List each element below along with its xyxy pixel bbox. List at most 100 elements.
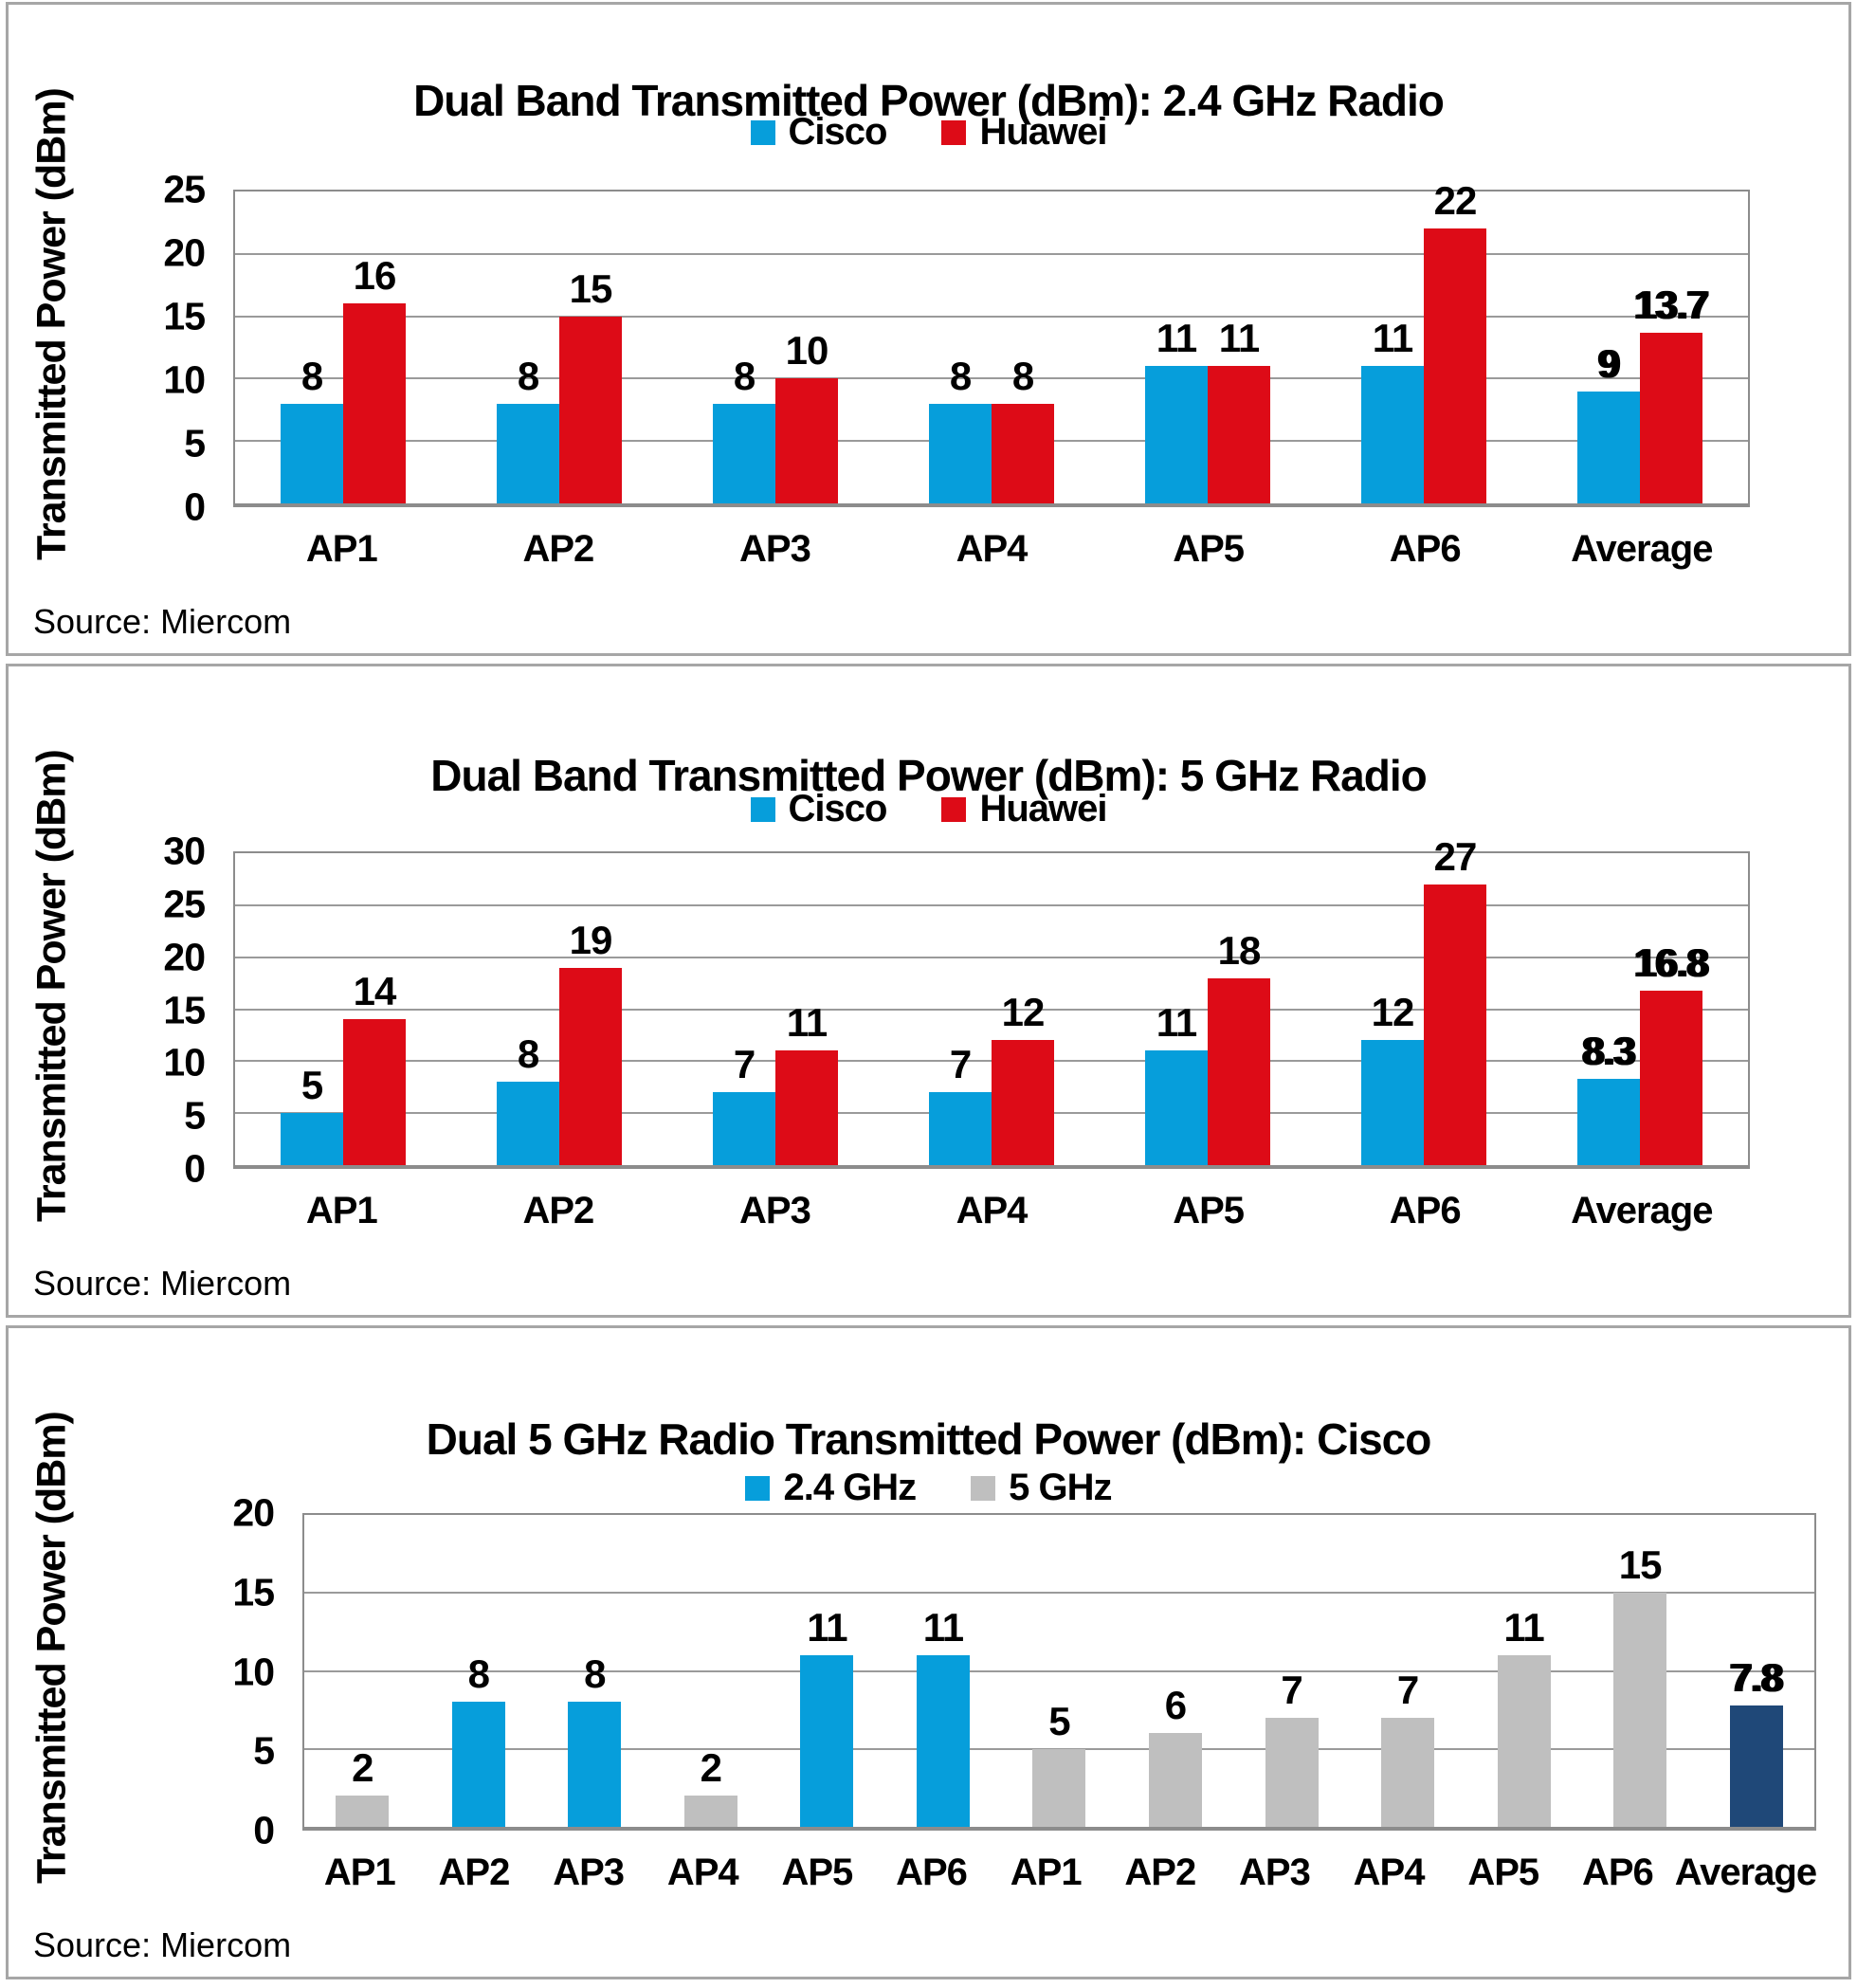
bar-value-label: 8 <box>517 353 539 398</box>
bar: 8 <box>929 356 992 503</box>
bar: 8.3 <box>1577 1030 1640 1165</box>
bar-value-label: 11 <box>1218 316 1260 361</box>
y-tick-label: 20 <box>232 1490 275 1535</box>
legend-item: 5 GHz <box>971 1467 1113 1509</box>
plot-area: 5 14 8 19 7 11 7 12 11 18 12 27 8.3 16.8 <box>233 836 1750 1169</box>
y-tick-label: 15 <box>232 1570 275 1614</box>
bar: 7.8 <box>1729 1657 1783 1827</box>
bar-value-label: 8 <box>584 1651 606 1697</box>
y-tick-label: 10 <box>163 357 206 402</box>
bar-value-label: 11 <box>922 1605 964 1651</box>
bar-group: 8 <box>421 1515 537 1827</box>
legend-label: Cisco <box>788 111 888 153</box>
x-axis-category-label: AP3 <box>739 528 811 570</box>
gridline <box>235 956 1748 958</box>
chart-panel-5ghz-radio: Dual Band Transmitted Power (dBm): 5 GHz… <box>6 664 1851 1318</box>
x-axis-category-label: AP2 <box>522 1190 594 1231</box>
x-axis-labels: AP1 AP2 AP3 AP4 AP5 AP6 Average <box>233 528 1750 571</box>
legend-item: Huawei <box>941 111 1107 154</box>
bar: 11 <box>775 1003 838 1165</box>
x-axis-category-label: AP2 <box>438 1851 511 1893</box>
legend-swatch <box>750 796 775 822</box>
bar: 19 <box>559 920 622 1165</box>
legend-item: Huawei <box>941 788 1107 830</box>
bar-group: 11 <box>1466 1515 1582 1827</box>
bar-value-label: 6 <box>1164 1683 1187 1728</box>
x-axis-category-label: AP1 <box>323 1851 396 1893</box>
bar: 7 <box>929 1045 992 1165</box>
bar: 12 <box>992 993 1054 1165</box>
bar-group: 11 <box>769 1515 885 1827</box>
plot-area: 2 8 8 2 11 11 5 6 7 7 11 15 7.8 <box>302 1513 1816 1831</box>
bar-group: 2 <box>304 1515 421 1827</box>
bars-layer: 2 8 8 2 11 11 5 6 7 7 11 15 7.8 <box>304 1515 1814 1827</box>
bar: 8 <box>992 356 1054 503</box>
gridline <box>235 377 1748 380</box>
bar-value-label: 8 <box>517 1031 539 1077</box>
legend-swatch <box>941 796 967 822</box>
legend-label: Huawei <box>979 788 1107 830</box>
bar: 12 <box>1361 993 1424 1165</box>
bar-value-label: 11 <box>1156 316 1197 361</box>
x-axis-category-label: AP1 <box>305 528 378 570</box>
bar-value-label: 11 <box>1503 1605 1544 1651</box>
bar: 15 <box>1613 1545 1667 1827</box>
bar-value-label: 10 <box>785 328 829 374</box>
x-axis-category-label: Average <box>1571 1190 1713 1231</box>
x-axis-category-label: Average <box>1674 1851 1817 1893</box>
bar-value-label: 11 <box>807 1605 847 1651</box>
bar-group: 2 <box>653 1515 770 1827</box>
bar: 11 <box>1208 319 1270 503</box>
bar: 11 <box>1145 319 1208 503</box>
bar-value-label: 2 <box>352 1745 373 1791</box>
gridline <box>235 315 1748 318</box>
bar-value-label: 8.3 <box>1582 1028 1635 1073</box>
gridline <box>235 903 1748 906</box>
legend-item: 2.4 GHz <box>745 1467 917 1509</box>
bar-group: 8 10 <box>667 192 883 503</box>
bar-value-label: 12 <box>1001 990 1046 1035</box>
bar-group: 12 27 <box>1316 836 1532 1165</box>
y-tick-label: 15 <box>163 988 206 1031</box>
y-tick-label: 15 <box>163 294 206 338</box>
y-tick-label: 5 <box>253 1728 275 1773</box>
bar: 22 <box>1424 181 1486 503</box>
x-axis-category-label: AP6 <box>1389 1190 1462 1231</box>
x-axis-category-label: AP5 <box>1173 1190 1245 1231</box>
bar: 8 <box>451 1654 505 1827</box>
bar-value-label: 7 <box>1396 1667 1419 1712</box>
source-note: Source: Miercom <box>33 602 292 641</box>
bar-group: 15 <box>1582 1515 1699 1827</box>
legend-label: Cisco <box>788 788 888 830</box>
source-note: Source: Miercom <box>33 1925 292 1964</box>
y-axis-ticks: 0 5 10 15 20 25 30 <box>9 831 218 1188</box>
bar-value-label: 15 <box>1618 1542 1663 1588</box>
bar-value-label: 5 <box>300 1063 323 1108</box>
bar: 14 <box>343 972 406 1165</box>
bar-value-label: 8 <box>733 353 756 398</box>
bar-value-label: 16 <box>353 253 397 299</box>
bar-group: 6 <box>1118 1515 1234 1827</box>
x-axis-category-label: AP5 <box>1173 528 1245 570</box>
chart-panel-dual-5ghz-cisco: Dual 5 GHz Radio Transmitted Power (dBm)… <box>6 1325 1851 1979</box>
gridline <box>304 1669 1814 1672</box>
y-tick-label: 30 <box>163 829 206 873</box>
bar-value-label: 8 <box>467 1651 490 1697</box>
bar: 11 <box>916 1608 970 1827</box>
x-axis-category-label: AP2 <box>1124 1851 1196 1893</box>
bar-value-label: 11 <box>1156 1000 1197 1046</box>
bar-group: 11 22 <box>1316 181 1532 503</box>
bar-value-label: 13.7 <box>1634 282 1709 327</box>
bar-group: 11 18 <box>1100 853 1316 1165</box>
bar: 2 <box>683 1748 737 1827</box>
x-axis-labels: AP1 AP2 AP3 AP4 AP5 AP6 Average <box>233 1190 1750 1232</box>
gridline <box>235 1008 1748 1011</box>
bar-group: 8 15 <box>451 192 667 503</box>
y-tick-label: 25 <box>163 882 206 926</box>
bar-group: 7 11 <box>667 853 883 1165</box>
x-axis-category-label: AP3 <box>1239 1851 1311 1893</box>
bars-layer: 8 16 8 15 8 10 8 8 11 11 11 22 9 13.7 <box>235 181 1748 503</box>
y-tick-label: 20 <box>163 230 206 275</box>
legend-label: 2.4 GHz <box>783 1467 917 1508</box>
chart-title: Dual Band Transmitted Power (dBm): 5 GHz… <box>430 751 1427 801</box>
